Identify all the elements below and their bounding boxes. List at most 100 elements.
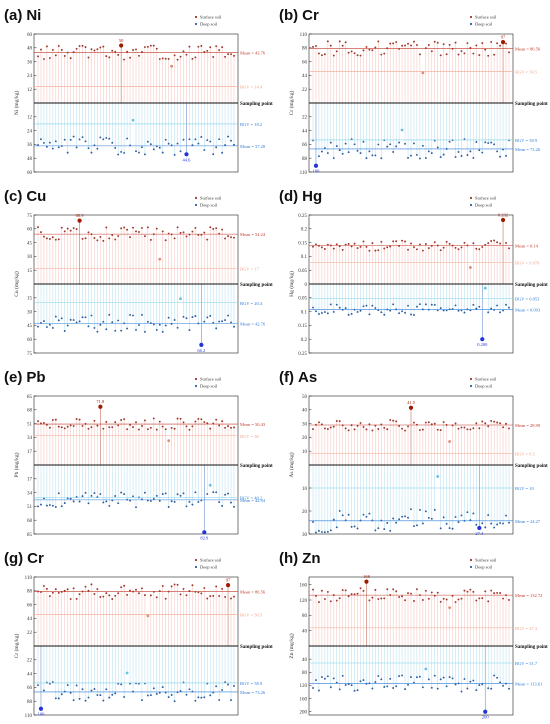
surface-point — [105, 592, 108, 595]
mean-deep-label: Mean = 113.61 — [515, 681, 542, 686]
surface-point — [69, 424, 72, 427]
surface-point — [320, 589, 323, 592]
deep-point — [398, 312, 401, 315]
chart-panel: (c) Cu Surface soil Deep soil Sampling point… — [0, 181, 275, 362]
deep-point — [392, 303, 395, 306]
surface-point — [227, 425, 230, 428]
surface-point — [377, 598, 380, 600]
deep-point — [140, 314, 143, 316]
surface-point — [81, 44, 84, 47]
deep-point — [66, 684, 69, 687]
surface-point — [63, 589, 66, 592]
deep-point — [466, 687, 469, 690]
bgv-surface-label: BGV = 0.078 — [515, 260, 540, 265]
deep-point — [105, 688, 108, 691]
y-tick-label: 40 — [302, 629, 308, 634]
deep-point — [131, 118, 135, 122]
y-axis-label: Cr (mg/kg) — [13, 634, 20, 659]
surface-point — [37, 226, 39, 229]
surface-point — [433, 241, 436, 244]
surface-point — [129, 423, 132, 426]
surface-point — [114, 421, 117, 424]
surface-point — [126, 428, 129, 431]
surface-point — [158, 420, 161, 423]
surface-point — [392, 419, 395, 422]
y-tick-label: 51 — [27, 505, 33, 510]
deep-point — [120, 329, 123, 332]
deep-point — [499, 311, 502, 314]
deep-point — [374, 681, 377, 684]
deep-point — [413, 314, 415, 316]
deep-point — [155, 494, 158, 497]
deep-point — [84, 140, 87, 143]
deep-point — [42, 141, 45, 144]
y-tick-label: 36 — [27, 143, 33, 148]
surface-point — [317, 421, 320, 424]
deep-point — [40, 503, 42, 506]
surface-point — [105, 420, 108, 423]
surface-point — [143, 594, 146, 597]
surface-point — [90, 48, 93, 51]
deep-point — [362, 513, 365, 516]
surface-series — [312, 217, 510, 284]
deep-point — [84, 699, 87, 702]
surface-point — [48, 426, 51, 429]
surface-point — [407, 248, 409, 251]
surface-point — [99, 235, 102, 238]
deep-point — [407, 156, 409, 159]
deep-point — [478, 305, 481, 308]
panel-label: (a) Ni — [4, 7, 41, 24]
surface-point — [138, 592, 140, 595]
deep-point — [475, 307, 478, 310]
surface-point — [152, 44, 155, 47]
y-tick-label: 88 — [27, 700, 33, 705]
surface-point — [72, 227, 75, 229]
surface-point — [463, 241, 466, 244]
deep-point — [87, 696, 90, 699]
y-tick-label: 80 — [302, 671, 308, 676]
deep-point — [477, 525, 482, 531]
legend-deep-marker — [194, 384, 198, 388]
deep-point — [347, 313, 350, 316]
surface-point — [475, 599, 478, 602]
surface-point — [96, 239, 99, 242]
deep-point — [140, 699, 143, 702]
surface-point — [338, 245, 341, 248]
surface-point — [362, 589, 365, 592]
surface-point — [87, 427, 90, 430]
surface-point — [312, 588, 314, 591]
surface-point — [371, 596, 374, 599]
deep-point — [135, 150, 137, 153]
deep-point — [78, 138, 81, 141]
bgv-deep-label: BGV = 10 — [515, 486, 534, 491]
deep-point — [45, 681, 48, 684]
legend-surface-label: Surface soil — [200, 196, 222, 201]
deep-point — [404, 688, 407, 691]
deep-point — [230, 699, 232, 702]
deep-point — [439, 678, 442, 681]
deep-point — [75, 146, 78, 149]
deep-point — [197, 501, 200, 503]
surface-point — [40, 231, 42, 234]
deep-point — [404, 142, 407, 145]
deep-point — [326, 530, 329, 533]
deep-point — [410, 313, 412, 316]
deep-point — [380, 678, 383, 681]
surface-point — [445, 240, 448, 243]
surface-point — [182, 421, 185, 424]
deep-point — [155, 692, 158, 695]
deep-point — [138, 324, 140, 327]
deep-point — [179, 690, 182, 693]
y-tick-label: 12 — [27, 116, 33, 121]
surface-point — [350, 245, 353, 248]
surface-point — [146, 614, 150, 618]
deep-point — [368, 313, 371, 316]
deep-point — [359, 152, 362, 155]
surface-point — [460, 246, 463, 249]
deep-series — [37, 284, 235, 348]
legend-deep-label: Deep soil — [200, 203, 218, 208]
surface-point — [233, 595, 235, 598]
panel-letter: (f) — [279, 369, 294, 386]
surface-point — [332, 247, 335, 250]
y-tick-label: 200 — [300, 711, 308, 716]
